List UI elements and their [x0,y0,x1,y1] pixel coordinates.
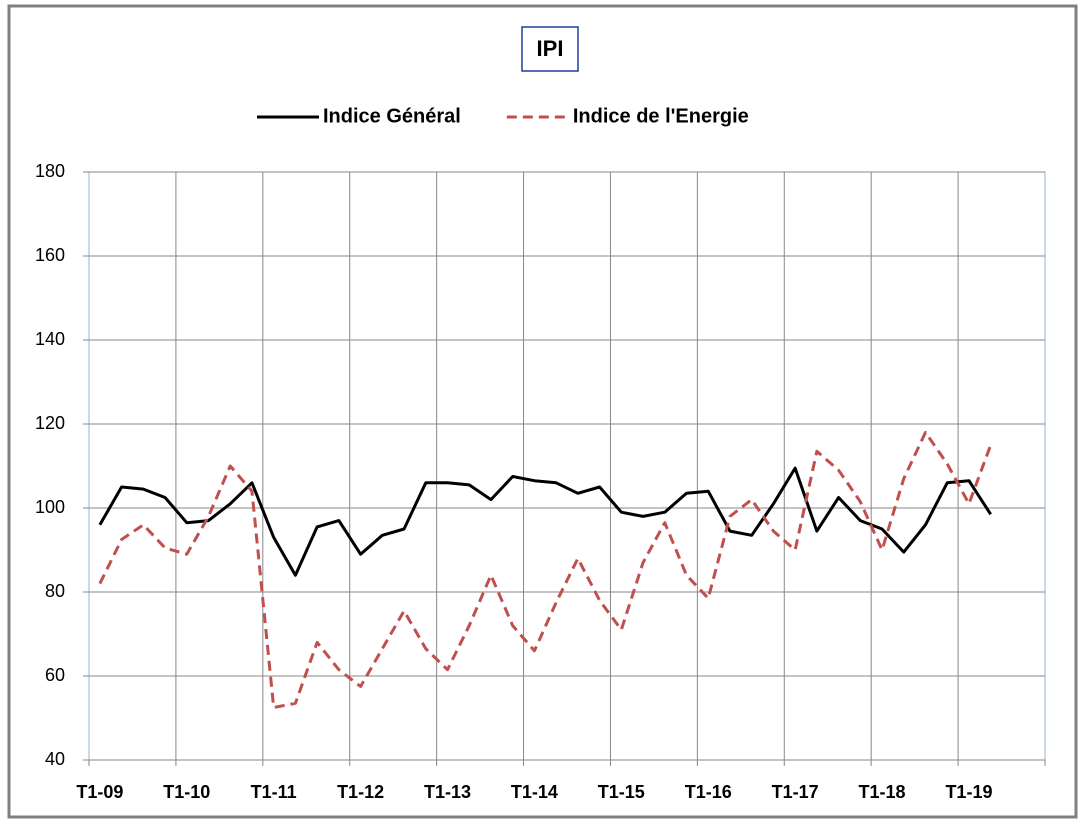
y-tick-label: 160 [35,245,65,265]
chart-title: IPI [537,36,564,61]
x-tick-label: T1-09 [76,782,123,802]
y-tick-label: 60 [45,665,65,685]
legend-label: Indice Général [323,105,461,127]
y-tick-label: 140 [35,329,65,349]
x-tick-label: T1-10 [163,782,210,802]
x-tick-label: T1-19 [945,782,992,802]
series-line [98,466,992,577]
title-box [521,26,579,72]
x-tick-label: T1-14 [511,782,558,802]
x-tick-label: T1-16 [685,782,732,802]
series-line [98,430,993,709]
x-tick-label: T1-17 [772,782,819,802]
y-tick-label: 80 [45,581,65,601]
x-tick-label: T1-15 [598,782,645,802]
x-tick-label: T1-18 [859,782,906,802]
x-tick-label: T1-11 [251,782,297,802]
plot-area [88,171,1046,761]
y-tick-label: 120 [35,413,65,433]
y-tick-label: 100 [35,497,65,517]
x-tick-label: T1-12 [337,782,384,802]
legend-label: Indice de l'Energie [573,105,749,127]
y-tick-label: 180 [35,161,65,181]
y-tick-label: 40 [45,749,65,769]
x-tick-label: T1-13 [424,782,471,802]
